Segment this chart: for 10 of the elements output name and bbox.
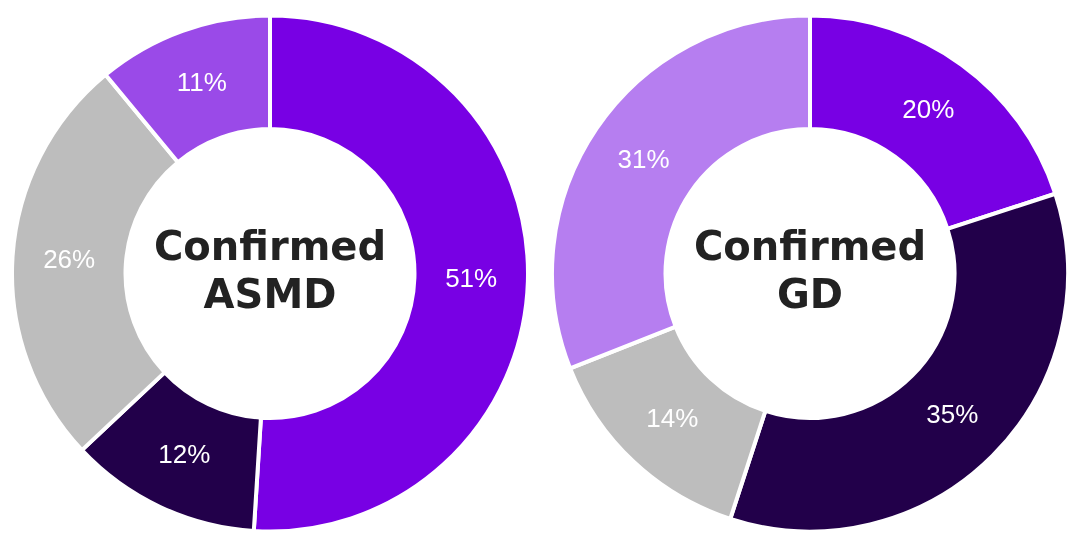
data-label: 35% bbox=[926, 398, 979, 429]
data-label: 12% bbox=[158, 438, 211, 469]
data-label: 11% bbox=[176, 67, 227, 98]
data-label: 26% bbox=[43, 244, 96, 275]
data-label: 14% bbox=[646, 403, 699, 434]
text: Confirmed ASMD bbox=[153, 222, 387, 317]
data-label: 20% bbox=[902, 93, 955, 124]
data-label: 51% bbox=[445, 262, 498, 293]
text: Confirmed GD bbox=[693, 222, 927, 317]
data-label: 31% bbox=[617, 143, 670, 174]
